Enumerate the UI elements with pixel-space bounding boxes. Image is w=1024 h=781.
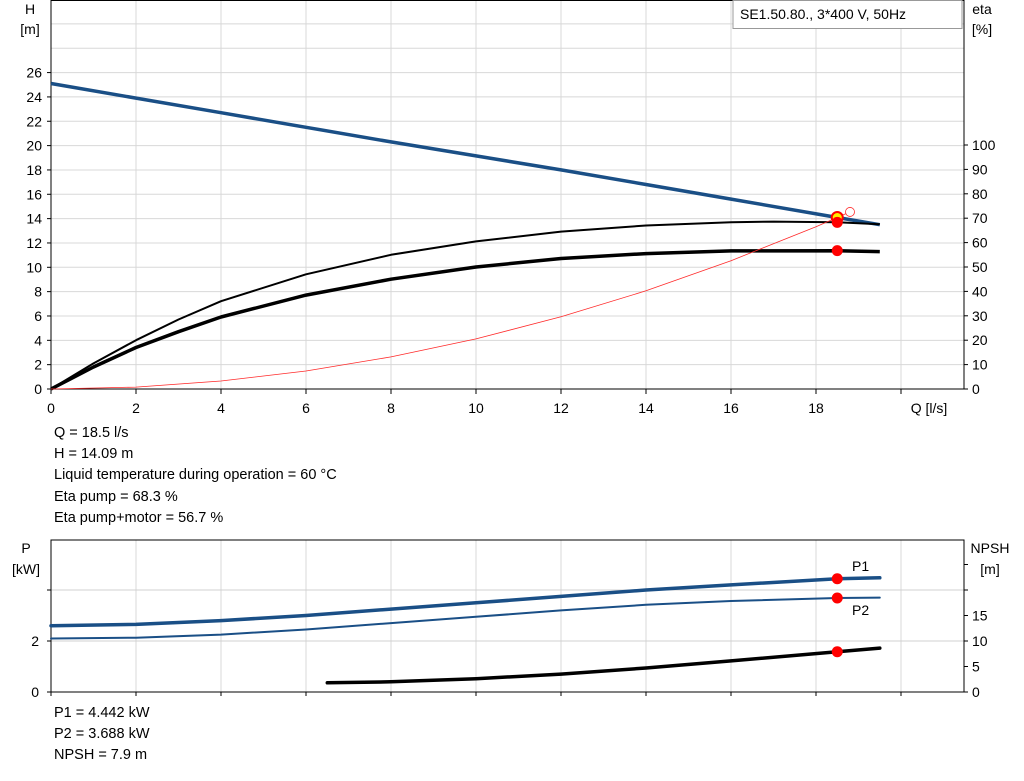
plot-frame-bottom — [50, 539, 965, 693]
x-tick-label: 6 — [302, 400, 310, 416]
y-right-axis-label: eta — [972, 1, 992, 17]
operating-point-p2 — [831, 592, 843, 604]
x-tick-label: 16 — [723, 400, 739, 416]
y-left-tick-label: 16 — [26, 186, 42, 202]
y-left-tick-label: 24 — [26, 89, 42, 105]
y-right-tick-label: 15 — [972, 608, 988, 624]
operating-point-eta-pump — [831, 216, 843, 228]
info-liquid-temp: Liquid temperature during operation = 60… — [54, 467, 337, 483]
x-tick-label: 10 — [468, 400, 484, 416]
y-left-tick-label: 10 — [26, 259, 42, 275]
y-right-axis-unit: [%] — [972, 21, 992, 37]
y-right-tick-label: 90 — [972, 161, 988, 177]
y-right-tick-label: 60 — [972, 235, 988, 251]
y-right-tick-label: 30 — [972, 308, 988, 324]
x-tick-label: 18 — [808, 400, 824, 416]
y-right-tick-label: 20 — [972, 332, 988, 348]
curve-p2 — [50, 596, 881, 640]
y-right-tick-label: 80 — [972, 186, 988, 202]
x-tick-label: 14 — [638, 400, 654, 416]
y-right-tick-label: 40 — [972, 283, 988, 299]
y-right-axis-label: NPSH — [971, 540, 1010, 556]
y-right-tick-label: 10 — [972, 357, 988, 373]
y-left-tick-label: 2 — [31, 633, 39, 649]
y-left-tick-label: 6 — [34, 308, 42, 324]
operating-point-p1 — [831, 573, 843, 585]
y-left-tick-label: 14 — [26, 211, 42, 227]
y-right-tick-label: 100 — [972, 137, 996, 153]
y-left-axis-label: H — [25, 1, 35, 17]
info-eta-pump-motor: Eta pump+motor = 56.7 % — [54, 510, 224, 526]
y-right-tick-label: 0 — [972, 684, 980, 700]
x-tick-label: 8 — [387, 400, 395, 416]
series-label-p2: P2 — [852, 602, 869, 618]
y-left-tick-label: 12 — [26, 235, 42, 251]
y-left-tick-label: 0 — [34, 381, 42, 397]
x-tick-label: 12 — [553, 400, 569, 416]
operating-point-npsh — [831, 646, 843, 658]
legend-text: SE1.50.80., 3*400 V, 50Hz — [740, 6, 906, 22]
y-left-tick-label: 2 — [34, 357, 42, 373]
y-right-tick-label: 50 — [972, 259, 988, 275]
y-left-tick-label: 18 — [26, 162, 42, 178]
y-left-tick-label: 22 — [26, 113, 42, 129]
system-curve-end-marker — [845, 207, 855, 217]
x-tick-label: 4 — [217, 400, 225, 416]
x-tick-label: 0 — [47, 400, 55, 416]
y-right-tick-label: 0 — [972, 381, 980, 397]
y-right-tick-label: 5 — [972, 659, 980, 675]
y-left-tick-label: 4 — [34, 332, 42, 348]
legend-box — [732, 0, 963, 29]
y-left-tick-label: 26 — [26, 65, 42, 81]
y-right-tick-label: 10 — [972, 633, 988, 649]
x-tick-label: 2 — [132, 400, 140, 416]
curve-system — [50, 211, 851, 390]
y-left-axis-label: P — [21, 540, 30, 556]
operating-point-eta-pump-motor — [831, 245, 843, 257]
curve-eta-pump — [50, 220, 880, 390]
info-npsh: NPSH = 7.9 m — [54, 747, 148, 763]
y-left-tick-label: 20 — [26, 138, 42, 154]
info-p1: P1 = 4.442 kW — [54, 705, 150, 721]
y-left-tick-label: 8 — [34, 284, 42, 300]
curve-eta-pump-motor — [50, 248, 880, 391]
y-right-axis-unit: [m] — [980, 561, 999, 577]
curve-p1 — [49, 576, 882, 628]
curve-head — [50, 81, 881, 227]
curve-npsh — [325, 646, 882, 685]
info-h: H = 14.09 m — [54, 446, 134, 462]
info-p2: P2 = 3.688 kW — [54, 726, 150, 742]
y-left-tick-label: 0 — [31, 684, 39, 700]
y-right-tick-label: 70 — [972, 210, 988, 226]
y-left-axis-unit: [m] — [20, 21, 39, 37]
y-left-axis-unit: [kW] — [12, 561, 40, 577]
info-eta-pump: Eta pump = 68.3 % — [54, 489, 178, 505]
info-q: Q = 18.5 l/s — [54, 425, 129, 441]
x-axis-label: Q [l/s] — [911, 400, 948, 416]
series-label-p1: P1 — [852, 558, 869, 574]
